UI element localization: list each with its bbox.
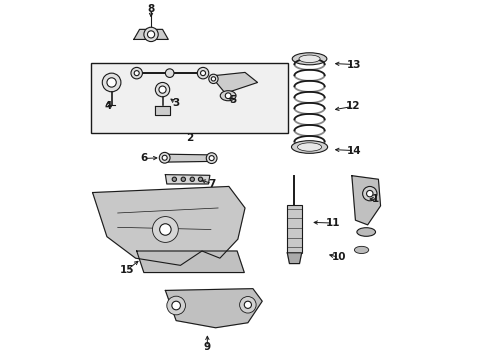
Circle shape xyxy=(181,177,186,181)
Polygon shape xyxy=(137,251,245,273)
Text: 12: 12 xyxy=(345,102,360,112)
Circle shape xyxy=(206,153,217,163)
Text: 9: 9 xyxy=(204,342,211,352)
Bar xyxy=(91,63,288,134)
Circle shape xyxy=(190,177,195,181)
Polygon shape xyxy=(211,72,258,93)
Circle shape xyxy=(159,86,166,93)
Circle shape xyxy=(367,190,373,197)
Text: 7: 7 xyxy=(208,179,216,189)
Circle shape xyxy=(167,296,186,315)
Ellipse shape xyxy=(292,53,327,65)
Text: 5: 5 xyxy=(229,95,237,105)
Ellipse shape xyxy=(354,246,368,253)
Text: 6: 6 xyxy=(140,153,147,163)
Ellipse shape xyxy=(220,91,236,101)
Bar xyxy=(287,205,302,253)
Circle shape xyxy=(363,186,377,201)
Circle shape xyxy=(225,93,231,99)
Ellipse shape xyxy=(297,143,321,151)
Circle shape xyxy=(131,67,143,79)
Ellipse shape xyxy=(299,55,320,63)
Text: 1: 1 xyxy=(372,194,380,204)
Polygon shape xyxy=(352,176,381,225)
Text: 15: 15 xyxy=(120,265,134,275)
Circle shape xyxy=(198,177,203,181)
Circle shape xyxy=(144,27,158,41)
Text: 2: 2 xyxy=(186,133,193,143)
Polygon shape xyxy=(166,175,210,184)
Circle shape xyxy=(159,152,170,163)
Circle shape xyxy=(209,74,218,84)
Circle shape xyxy=(209,156,214,161)
Polygon shape xyxy=(287,253,302,264)
Circle shape xyxy=(197,67,209,79)
Text: 8: 8 xyxy=(147,4,155,14)
Text: 11: 11 xyxy=(326,218,340,228)
Circle shape xyxy=(172,301,180,310)
Circle shape xyxy=(160,224,171,235)
Polygon shape xyxy=(155,106,171,116)
Polygon shape xyxy=(162,154,215,162)
Text: 3: 3 xyxy=(172,98,180,108)
Circle shape xyxy=(134,71,139,76)
Circle shape xyxy=(155,82,170,97)
Circle shape xyxy=(147,31,155,38)
Circle shape xyxy=(211,77,216,81)
Circle shape xyxy=(107,78,116,87)
Circle shape xyxy=(245,301,251,309)
Polygon shape xyxy=(166,289,262,328)
Text: 4: 4 xyxy=(104,102,112,112)
Circle shape xyxy=(172,177,176,181)
Circle shape xyxy=(166,69,174,77)
Circle shape xyxy=(102,73,121,92)
Ellipse shape xyxy=(292,141,328,153)
Text: 14: 14 xyxy=(347,145,362,156)
Circle shape xyxy=(240,297,256,313)
Text: 13: 13 xyxy=(347,59,362,69)
Circle shape xyxy=(200,71,205,76)
Text: 10: 10 xyxy=(332,252,346,262)
Circle shape xyxy=(162,155,167,160)
Polygon shape xyxy=(134,30,168,40)
Circle shape xyxy=(152,217,178,242)
Ellipse shape xyxy=(357,228,375,236)
Polygon shape xyxy=(93,186,245,265)
